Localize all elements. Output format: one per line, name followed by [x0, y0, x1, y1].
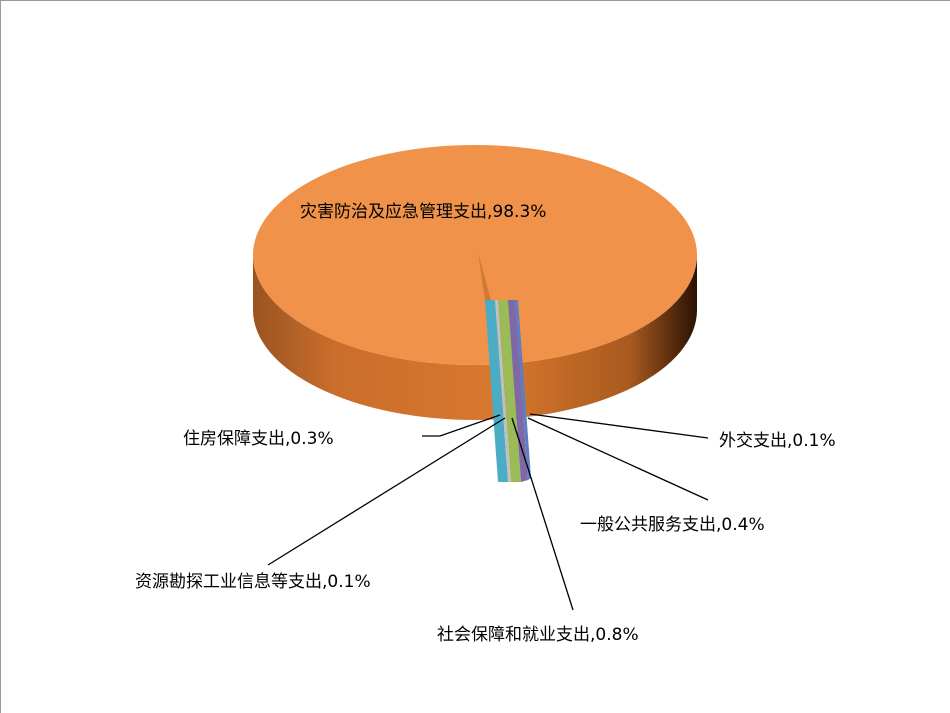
data-label-5: 住房保障支出,0.3% — [183, 429, 334, 449]
pie-slice-5 — [485, 300, 508, 482]
pie-slice-1 — [515, 300, 531, 480]
leader-line-social — [511, 417, 574, 611]
pie-slice-3 — [498, 300, 521, 482]
leader-line-foreign — [529, 413, 709, 439]
pie-slice-2 — [508, 300, 528, 482]
data-label-0: 灾害防治及应急管理支出,98.3% — [300, 202, 546, 222]
leader-line-housing — [422, 414, 501, 437]
pie-slice-4 — [495, 300, 511, 482]
pie-slice-0 — [253, 145, 697, 365]
leader-line-resources — [267, 417, 506, 566]
data-label-4: 资源勘探工业信息等支出,0.1% — [135, 572, 371, 592]
leader-line-general — [527, 417, 709, 501]
data-label-3: 社会保障和就业支出,0.8% — [437, 625, 639, 645]
data-label-2: 一般公共服务支出,0.4% — [580, 515, 765, 535]
data-label-1: 外交支出,0.1% — [719, 431, 836, 451]
pie-slice-side — [253, 255, 697, 420]
